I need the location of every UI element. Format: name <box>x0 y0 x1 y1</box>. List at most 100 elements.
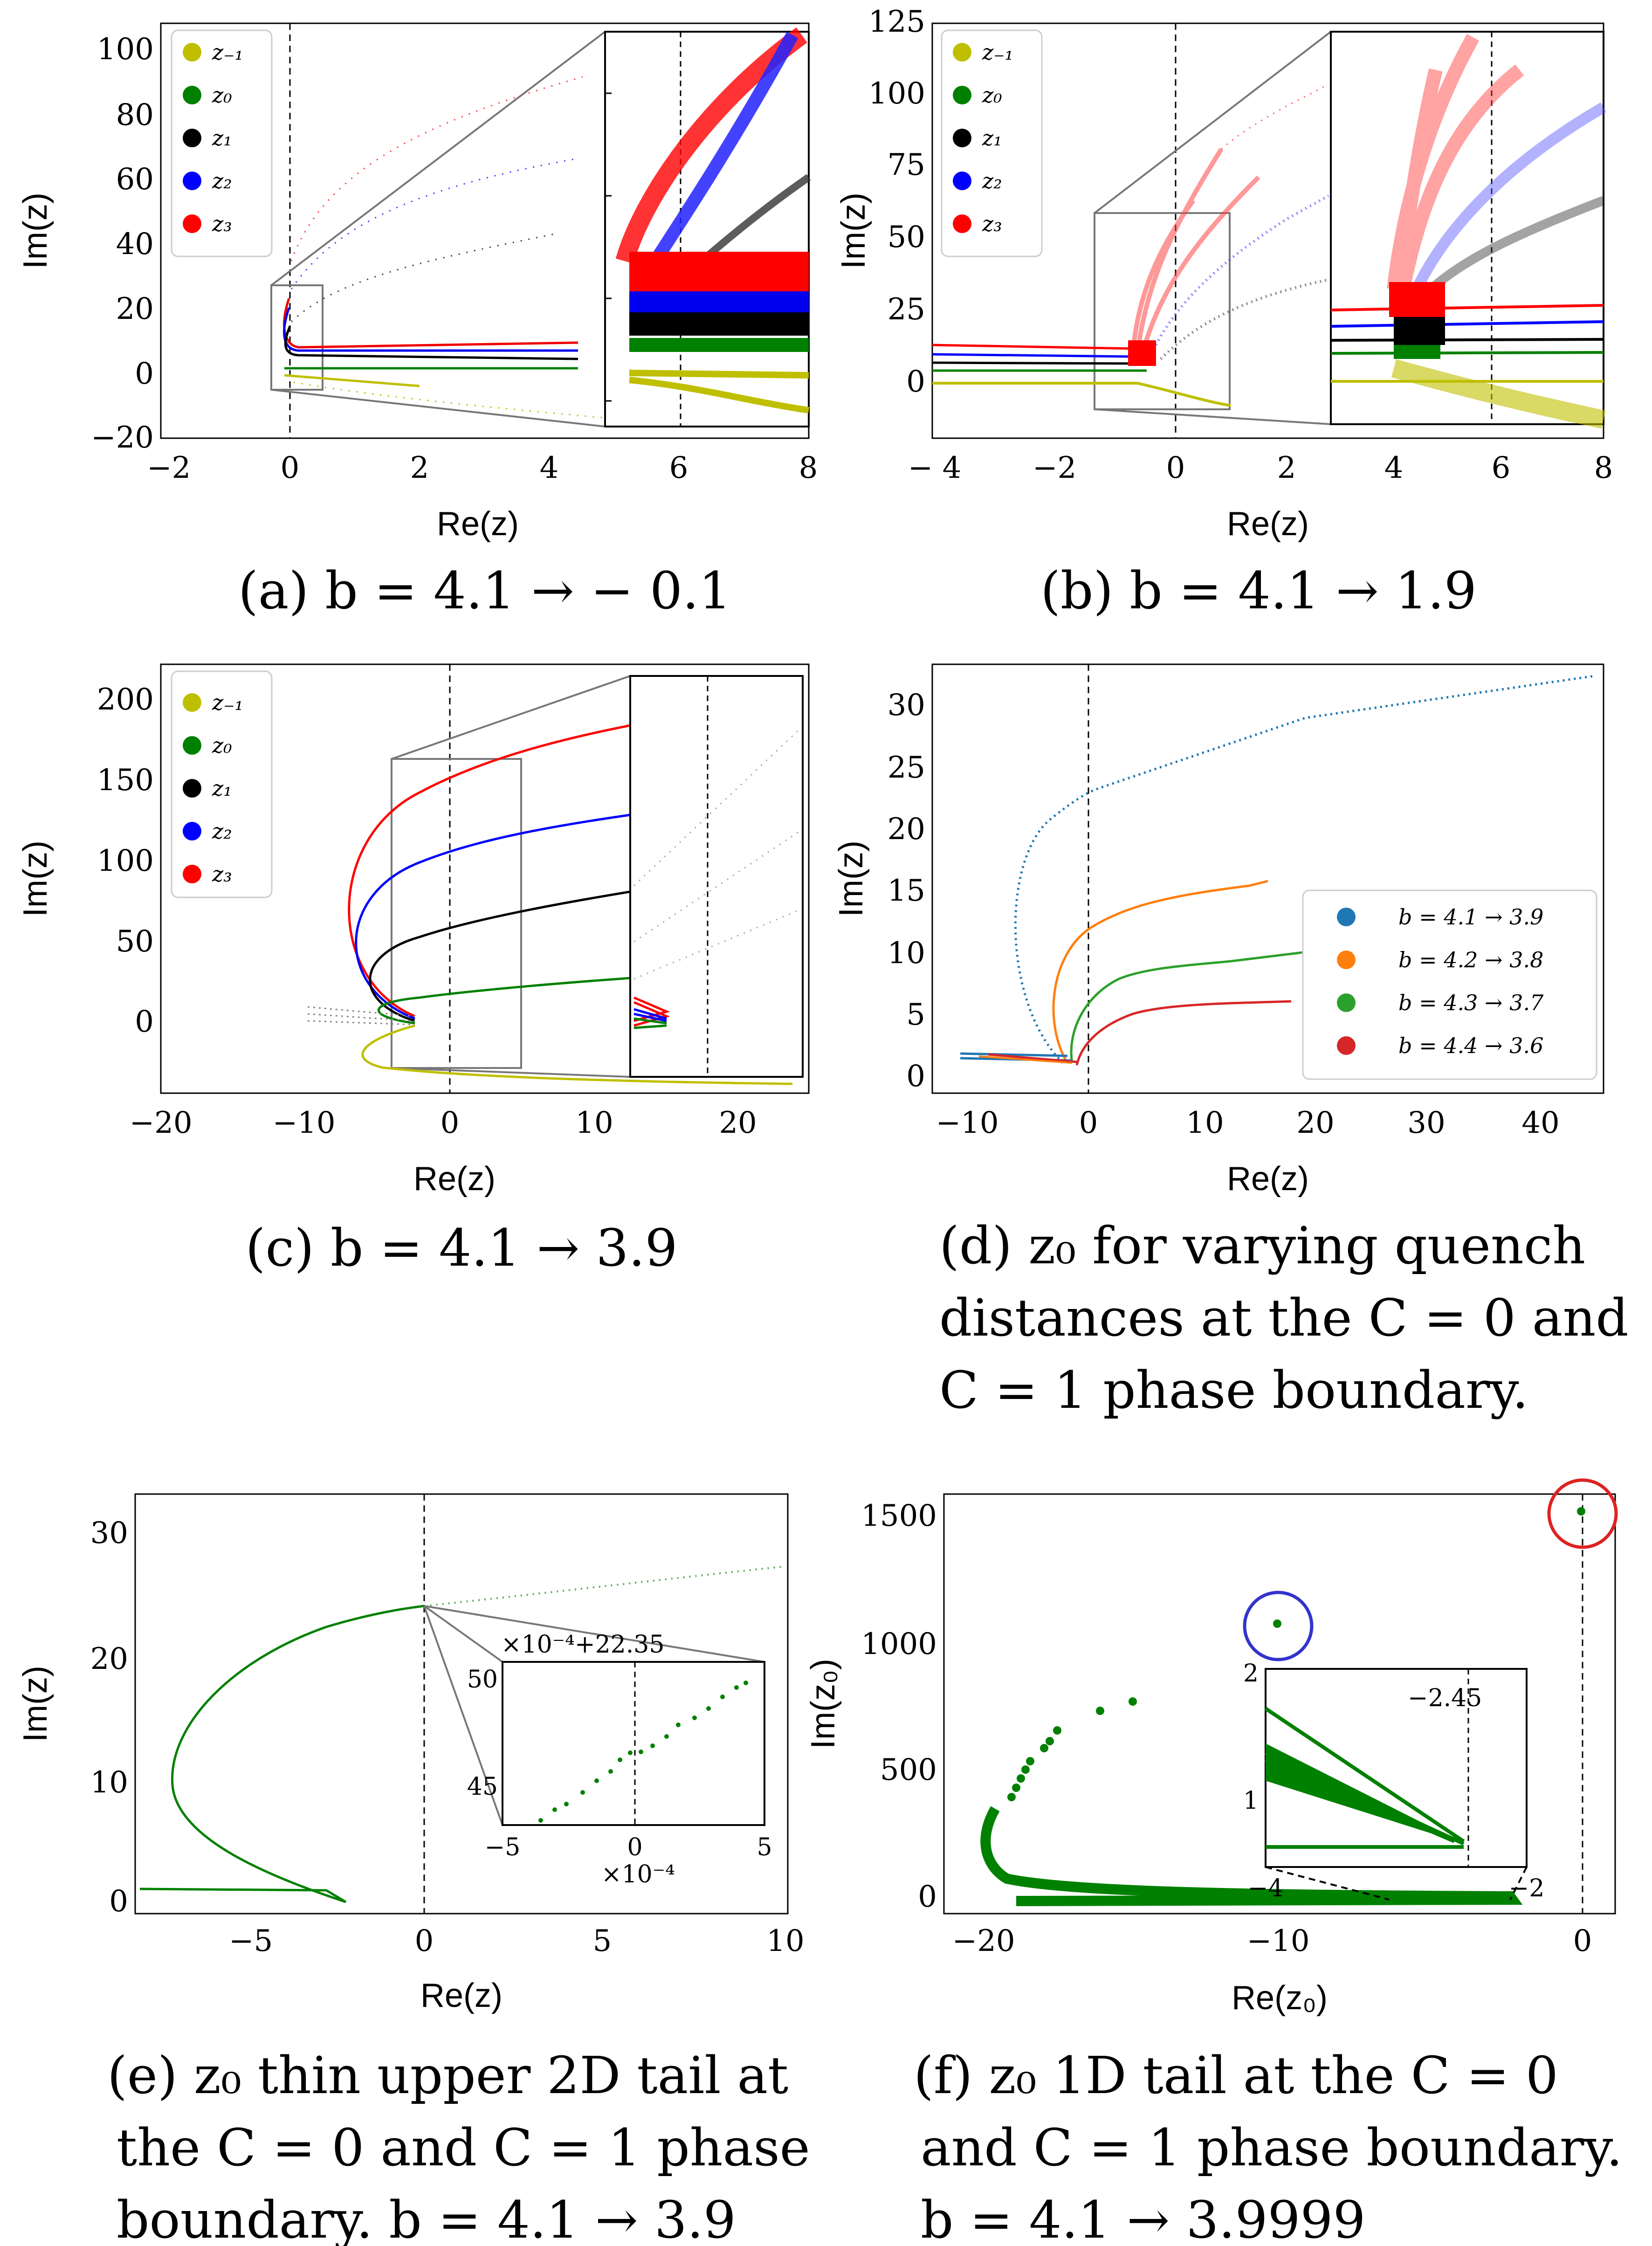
x-tick-label: 30 <box>1407 1106 1445 1140</box>
legend-marker <box>953 129 971 147</box>
legend-label: z₁ <box>212 125 232 151</box>
inset-y-tick-label: 2 <box>1243 1660 1259 1688</box>
panel-b-inset-z3-fan <box>1387 34 1524 290</box>
data-point <box>1026 1757 1034 1765</box>
panel-c-legend-entries: z₋₁ z₀ z₁ z₂ z₃ <box>183 690 243 887</box>
panel-c-connector <box>391 1067 631 1078</box>
legend-marker <box>1337 1036 1356 1055</box>
data-point <box>720 1695 725 1699</box>
panel-f-xticks: −20 −10 0 <box>952 1924 1592 1958</box>
legend-marker <box>953 43 971 62</box>
panel-f: 2 1 −4 −2 −2.45 −20 −10 0 0 500 1000 150… <box>805 1478 1623 2246</box>
x-tick-label: 10 <box>1186 1106 1224 1140</box>
panel-b-zm1-curve <box>932 382 1231 407</box>
panel-a-z1-curve <box>284 326 578 360</box>
caption-f-line: and C = 1 phase boundary. <box>921 2118 1623 2177</box>
panel-b-inset-cluster <box>1394 345 1440 359</box>
panel-a-z1-tail <box>290 232 560 323</box>
panel-b-cluster <box>1128 340 1156 366</box>
panel-b-z1-curve <box>932 361 1147 365</box>
legend-marker <box>183 822 201 841</box>
y-tick-label: 200 <box>97 682 154 717</box>
panel-f-yticks: 0 500 1000 1500 <box>861 1499 937 1914</box>
panel-f-inset-band <box>1266 1743 1464 1844</box>
legend-label: z₀ <box>982 83 1002 108</box>
y-tick-label: 500 <box>880 1753 937 1787</box>
legend-label: z₂ <box>982 168 1002 193</box>
panel-f-inset-connector <box>1265 1866 1390 1901</box>
y-tick-label: 0 <box>135 357 154 391</box>
y-tick-label: −20 <box>91 420 154 455</box>
panel-c-inset-frame <box>629 675 804 1078</box>
x-tick-label: 0 <box>1166 451 1185 485</box>
data-point <box>1273 1619 1281 1628</box>
legend-marker <box>953 86 971 104</box>
panel-d-flat-tail <box>988 1053 1077 1063</box>
panel-b-z3-fan <box>1130 148 1260 355</box>
legend-marker <box>183 172 201 190</box>
data-point <box>743 1681 748 1685</box>
legend-label: z₀ <box>212 733 232 758</box>
y-tick-label: 50 <box>888 220 925 255</box>
x-tick-label: −2 <box>1032 451 1076 485</box>
caption-e-line: the C = 0 and C = 1 phase <box>117 2118 810 2177</box>
panel-d-series-4 <box>1075 1000 1292 1066</box>
data-point <box>1129 1697 1137 1706</box>
y-tick-label: 80 <box>116 98 154 132</box>
panel-b-inset-cluster <box>1389 282 1445 317</box>
caption-f-line: b = 4.1 → 3.9999 <box>921 2190 1365 2246</box>
data-point <box>594 1778 599 1783</box>
panel-d-legend <box>1302 889 1597 1080</box>
panel-b-inset-zm1-fan <box>1391 359 1606 429</box>
x-tick-label: 2 <box>410 451 429 485</box>
panel-b-connector <box>1094 408 1331 425</box>
inset-x-multiplier: ×10⁻⁴ <box>601 1860 675 1888</box>
panel-e-curve <box>171 1605 425 1903</box>
data-point <box>734 1685 739 1690</box>
x-tick-label: − 4 <box>908 451 962 485</box>
panel-a-legend <box>171 29 273 257</box>
data-point <box>1007 1793 1016 1801</box>
panel-b-z2-curve <box>932 353 1138 358</box>
legend-marker <box>183 865 201 883</box>
data-point <box>1046 1737 1054 1745</box>
y-tick-label: 25 <box>888 292 925 327</box>
y-tick-label: 0 <box>906 365 925 399</box>
y-axis-label: Im(z₀) <box>805 1659 842 1749</box>
x-tick-label: −10 <box>936 1106 998 1140</box>
y-tick-label: 0 <box>109 1884 128 1919</box>
legend-label: z₁ <box>982 125 1002 151</box>
panel-c-zoom-box <box>391 758 522 1069</box>
data-point <box>676 1722 681 1727</box>
legend-label: z₃ <box>982 211 1002 236</box>
panel-d-series-3 <box>1070 950 1315 1063</box>
panel-b-z3-tail <box>1221 83 1329 150</box>
panel-a-legend-entries: z₋₁ z₀ z₁ z₂ z₃ <box>183 40 243 236</box>
x-tick-label: 8 <box>799 451 818 485</box>
legend-marker <box>183 86 201 104</box>
panel-e-connector <box>423 1605 503 1826</box>
x-tick-label: 40 <box>1521 1106 1559 1140</box>
data-point <box>580 1790 585 1795</box>
y-axis-label: Im(z) <box>17 193 54 269</box>
x-tick-label: 10 <box>766 1924 804 1958</box>
legend-label: z₀ <box>212 83 232 108</box>
inset-y-tick-label: 50 <box>467 1666 498 1694</box>
panel-b-legend <box>941 29 1043 257</box>
inset-offset-label: ×10⁻⁴+22.35 <box>501 1631 664 1659</box>
x-tick-label: 10 <box>575 1106 613 1140</box>
panel-e-dotted-tail <box>424 1565 786 1607</box>
x-tick-label: 4 <box>1384 451 1404 485</box>
x-tick-label: 0 <box>1573 1924 1592 1958</box>
x-tick-label: 20 <box>719 1106 757 1140</box>
panel-b-xticks: − 4 −2 0 2 4 6 8 <box>908 451 1613 485</box>
x-axis-label: Re(z₀) <box>1232 1979 1328 2017</box>
panel-c-z2-curve <box>355 800 728 1020</box>
inset-x-tick-label: −4 <box>1248 1874 1284 1902</box>
y-tick-label: 0 <box>135 1005 154 1039</box>
y-tick-label: 20 <box>90 1642 128 1676</box>
legend-label: z₃ <box>212 211 232 236</box>
panel-d-yticks: 0 5 10 15 20 25 30 <box>888 688 925 1094</box>
legend-label: b = 4.3 → 3.7 <box>1398 990 1544 1015</box>
y-tick-label: 125 <box>868 5 925 39</box>
